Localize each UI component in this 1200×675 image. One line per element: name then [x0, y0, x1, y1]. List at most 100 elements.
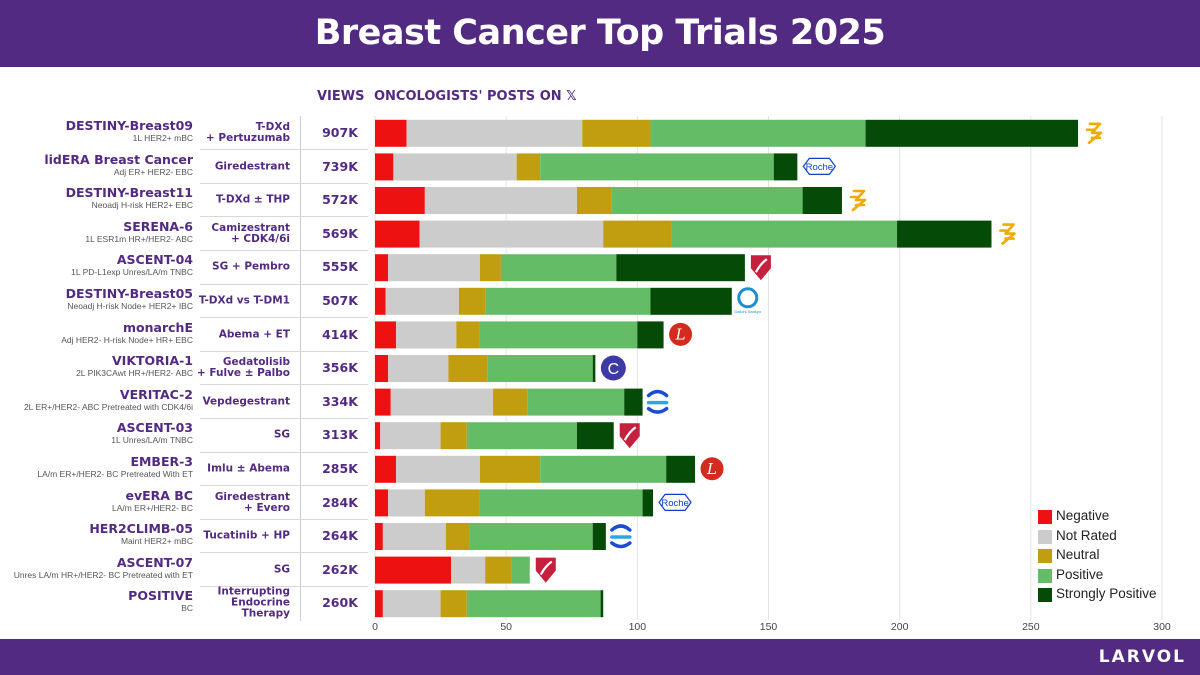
bar-segment-negative — [375, 287, 386, 315]
views-value: 555K — [322, 259, 358, 275]
x-tick-label: 300 — [1153, 621, 1171, 633]
views-value: 260K — [322, 595, 358, 611]
views-value: 414K — [322, 326, 358, 342]
row-divider — [200, 249, 368, 251]
arvinas-logo-icon — [610, 524, 632, 532]
drug-cell: SG — [200, 418, 290, 452]
bar-segment-negative — [375, 187, 425, 214]
lilly-logo-icon — [669, 322, 693, 346]
bar-segment-neutral — [479, 455, 541, 483]
celcuity-logo-text: C — [608, 361, 620, 378]
drug-label: Therapy — [241, 607, 290, 620]
row-divider — [200, 216, 368, 218]
bar-segment-neutral — [440, 590, 467, 618]
bar-segment-strongly-positive — [576, 422, 614, 450]
bar-segment-strongly-positive — [642, 489, 654, 517]
x-tick-label: 0 — [372, 621, 378, 633]
bar-segment-positive — [487, 355, 593, 382]
drug-label: T-DXd ± THP — [215, 193, 290, 206]
arvinas-logo-mark — [610, 541, 632, 549]
trial-subtitle: 1L PD-L1exp Unres/LA/m TNBC — [71, 267, 193, 278]
bar-segment-not-rated — [424, 187, 577, 214]
table-row: ASCENT-03 1L Unres/LA/m TNBC SG 313K — [0, 418, 1200, 452]
gilead-logo-icon — [750, 255, 771, 281]
drug-label: SG — [273, 428, 290, 441]
lilly-logo-text: L — [675, 325, 686, 343]
bar-segment-positive — [540, 455, 667, 483]
drug-label: T-DXd vs T-DM1 — [198, 294, 290, 307]
table-row: evERA BC LA/m ER+/HER2- BC Giredestrant + E… — [0, 486, 1200, 520]
drug-label: + Fulve ± Palbo — [196, 367, 290, 380]
bar-segment-negative — [375, 153, 394, 181]
gilead-logo-mark — [623, 426, 637, 441]
gilead-logo-mark — [539, 560, 553, 576]
legend-swatch — [1038, 529, 1052, 544]
bar-segment-positive — [466, 422, 577, 450]
drug-cell: Abema + ET — [200, 318, 290, 352]
drug-label: Camizestrant — [211, 221, 290, 234]
gilead-logo-mark — [754, 258, 768, 273]
trial-name: DESTINY-Breast05 — [65, 286, 193, 301]
bar-segment-neutral — [424, 489, 480, 517]
bar-segment-negative — [375, 220, 420, 248]
drug-label: Vepdegestrant — [202, 395, 291, 408]
legend-swatch — [1038, 588, 1052, 602]
views-header: VIEWS — [317, 89, 365, 104]
drug-cell: T-DXd ± THP — [200, 183, 290, 217]
bar-segment-not-rated — [395, 321, 457, 349]
drug-cell: Interrupting Endocrine Therapy — [200, 586, 290, 620]
trial-name: VIKTORIA-1 — [112, 353, 193, 369]
column-divider — [300, 116, 301, 621]
bar-segment-not-rated — [382, 523, 446, 550]
gilead-logo-icon — [535, 557, 556, 583]
daiichi-logo-text: Daiichi-Sankyo — [734, 309, 761, 314]
bar-segment-strongly-positive — [802, 187, 842, 214]
drug-cell: Gedatolisib + Fulve ± Palbo — [196, 351, 290, 385]
trial-subtitle: Neoadj H-risk HER2+ EBC — [91, 200, 193, 211]
bar-segment-neutral — [576, 187, 612, 214]
drug-cell: Camizestrant + CDK4/6i — [200, 217, 290, 251]
trial-name: DESTINY-Breast09 — [65, 118, 193, 133]
table-row: EMBER-3 LA/m ER+/HER2- BC Pretreated With… — [0, 452, 1200, 486]
trial-name: ASCENT-03 — [116, 420, 193, 436]
bar-segment-neutral — [485, 556, 512, 584]
drug-label: Abema + ET — [218, 328, 290, 341]
drug-label: + CDK4/6i — [230, 232, 290, 245]
row-divider — [200, 485, 368, 487]
trial-subtitle: 1L Unres/LA/m TNBC — [111, 435, 193, 446]
x-tick-label: 250 — [1022, 621, 1040, 633]
drug-label: Endocrine — [231, 596, 290, 609]
trial-name: evERA BC — [125, 487, 193, 503]
bar-segment-not-rated — [388, 489, 425, 517]
legend-swatch — [1038, 510, 1052, 524]
celcuity-logo-icon — [600, 355, 626, 381]
bar-segment-neutral — [456, 321, 480, 349]
bar-segment-positive — [479, 321, 638, 349]
bar-segment-not-rated — [393, 153, 517, 181]
bar-segment-strongly-positive — [616, 254, 745, 282]
row-divider — [200, 451, 368, 453]
views-value: 356K — [322, 360, 358, 376]
bar-segment-positive — [479, 489, 643, 517]
table-row: ASCENT-07 Unres LA/m HR+/HER2- BC Pretrea… — [0, 553, 1200, 587]
trial-subtitle: 2L PIK3CAwt HR+/HER2- ABC — [76, 368, 193, 379]
drug-cell: Giredestrant + Evero — [200, 486, 290, 520]
bar-segment-not-rated — [385, 287, 459, 315]
row-divider — [200, 518, 368, 520]
views-value: 284K — [322, 494, 358, 510]
brand-logo: LARVOL — [1098, 647, 1186, 667]
page-title: Breast Cancer Top Trials 2025 — [314, 13, 886, 53]
astrazeneca-logo-icon — [849, 189, 867, 212]
trial-subtitle: Adj HER2- H-risk Node+ HR+ EBC — [61, 334, 193, 345]
views-value: 739K — [322, 158, 358, 174]
row-divider — [200, 182, 368, 184]
bar-segment-negative — [375, 590, 383, 618]
bar-segment-not-rated — [382, 590, 441, 618]
views-value: 507K — [322, 293, 358, 308]
bar-segment-neutral — [458, 287, 486, 315]
bar-segment-positive — [485, 287, 651, 315]
bar-segment-positive — [469, 523, 593, 550]
bar-segment-neutral — [493, 388, 528, 416]
bar-segment-neutral — [440, 422, 467, 450]
bar-segment-neutral — [448, 355, 488, 382]
